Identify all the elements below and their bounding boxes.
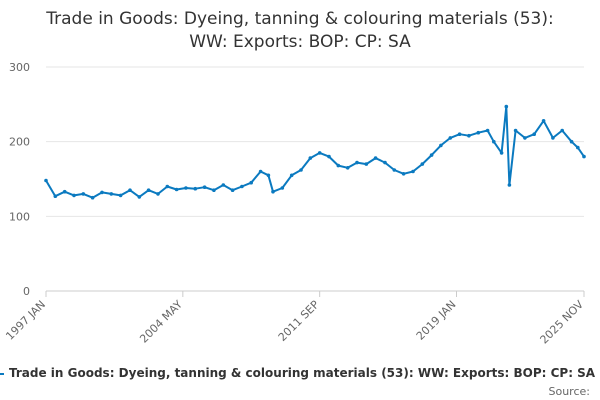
legend[interactable]: Trade in Goods: Dyeing, tanning & colour… — [0, 366, 595, 380]
data-point-0-38 — [392, 168, 397, 172]
series-layer — [44, 104, 586, 200]
data-point-0-50 — [499, 151, 504, 155]
data-point-0-13 — [165, 184, 170, 189]
data-point-0-60 — [576, 145, 580, 150]
data-point-0-43 — [439, 143, 443, 148]
legend-label: Trade in Goods: Dyeing, tanning & colour… — [9, 366, 596, 380]
data-point-0-52 — [507, 183, 512, 187]
y-tick-label-300: 300 — [9, 61, 30, 74]
data-point-0-54 — [523, 136, 527, 140]
data-point-0-57 — [551, 136, 555, 140]
data-point-0-8 — [118, 193, 123, 198]
data-point-0-14 — [174, 187, 179, 192]
data-point-0-2 — [62, 189, 67, 194]
data-point-0-45 — [457, 132, 462, 136]
data-point-0-11 — [146, 188, 151, 192]
data-point-0-56 — [541, 119, 546, 123]
data-point-0-25 — [271, 189, 275, 194]
series-line-0 — [45, 105, 585, 199]
data-point-0-27 — [289, 173, 294, 178]
data-point-0-1 — [53, 194, 58, 198]
data-point-0-0 — [44, 178, 48, 183]
data-point-0-36 — [373, 156, 378, 160]
data-point-0-33 — [345, 166, 350, 170]
data-point-0-53 — [513, 128, 518, 133]
chart-title-line-1: Trade in Goods: Dyeing, tanning & colour… — [46, 9, 554, 29]
x-tick-label-2: 2011 SEP — [276, 298, 322, 344]
data-point-0-29 — [308, 156, 313, 160]
data-point-0-30 — [317, 151, 322, 155]
x-tick-label-0: 1997 JAN — [3, 298, 48, 343]
data-point-0-47 — [476, 130, 481, 135]
data-point-0-18 — [212, 188, 216, 192]
data-point-0-4 — [81, 192, 86, 196]
data-point-0-44 — [448, 136, 453, 140]
data-point-0-32 — [336, 163, 341, 168]
legend-swatch — [0, 372, 4, 375]
data-point-0-5 — [90, 195, 95, 200]
data-point-0-20 — [230, 188, 235, 192]
data-point-0-16 — [193, 186, 198, 191]
data-point-0-7 — [109, 192, 114, 196]
data-point-0-34 — [355, 160, 359, 165]
data-point-0-35 — [364, 162, 369, 166]
y-tick-label-100: 100 — [9, 210, 30, 223]
data-point-0-23 — [258, 169, 263, 174]
data-point-0-31 — [327, 154, 331, 159]
data-point-0-61 — [582, 154, 586, 159]
data-point-0-48 — [485, 128, 490, 133]
data-point-0-49 — [492, 139, 496, 144]
data-point-0-28 — [299, 168, 303, 172]
data-point-0-39 — [401, 172, 406, 176]
data-point-0-19 — [221, 183, 226, 187]
data-point-0-46 — [467, 133, 471, 138]
data-point-0-55 — [532, 132, 536, 136]
data-point-0-41 — [420, 162, 425, 166]
y-tick-label-200: 200 — [9, 136, 30, 149]
data-point-0-51 — [504, 104, 509, 109]
data-point-0-26 — [280, 186, 285, 190]
source-credit: Source: — [548, 385, 591, 398]
y-axis: 0 100 200 300 — [9, 61, 30, 298]
data-point-0-10 — [137, 195, 142, 199]
data-point-0-9 — [128, 188, 132, 192]
chart-title-line-2: WW: Exports: BOP: CP: SA — [189, 32, 411, 52]
x-tick-label-4: 2025 NOV — [538, 298, 587, 347]
data-point-0-37 — [383, 160, 387, 165]
y-tick-label-0: 0 — [23, 285, 30, 298]
data-point-0-24 — [266, 173, 271, 178]
data-point-0-58 — [560, 128, 564, 133]
data-point-0-6 — [100, 190, 104, 195]
data-point-0-22 — [249, 180, 253, 185]
chart-title: Trade in Goods: Dyeing, tanning & colour… — [0, 8, 600, 54]
data-point-0-3 — [72, 193, 76, 198]
data-point-0-40 — [411, 169, 415, 174]
data-point-0-59 — [569, 139, 574, 144]
data-point-0-15 — [184, 186, 188, 190]
grid-lines — [46, 66, 584, 292]
data-point-0-42 — [429, 153, 434, 157]
data-point-0-21 — [240, 184, 244, 189]
data-point-0-12 — [156, 192, 160, 196]
x-tick-label-1: 2004 MAY — [137, 298, 185, 346]
x-axis: 1997 JAN 2004 MAY 2011 SEP 2019 JAN 2025 NOV — [3, 291, 586, 347]
data-point-0-17 — [202, 185, 207, 189]
x-tick-label-3: 2019 JAN — [414, 298, 459, 343]
